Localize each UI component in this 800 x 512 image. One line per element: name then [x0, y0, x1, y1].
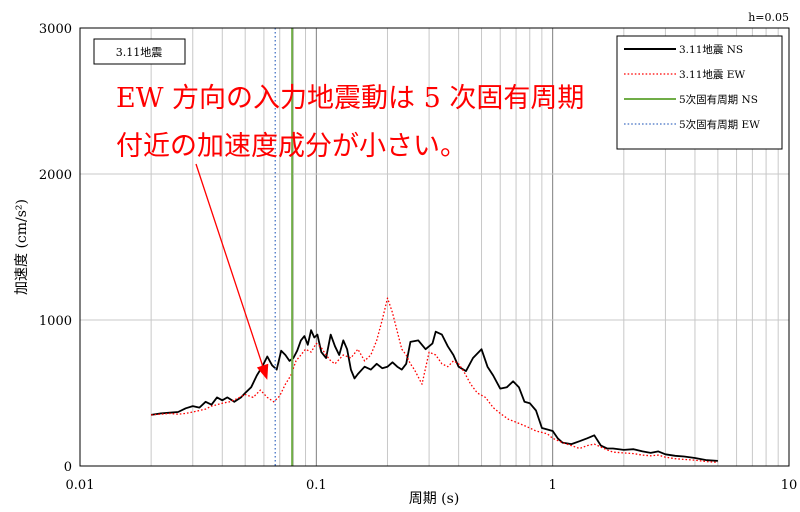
annotation-arrow-head [256, 363, 269, 380]
legend: 3.11地震 NS 3.11地震 EW 5次固有周期 NS 5次固有周期 EW [616, 35, 783, 150]
series-line [151, 297, 718, 464]
x-tick-label: 0.1 [306, 478, 327, 493]
grid [80, 28, 789, 466]
y-tick-label: 3000 [39, 22, 72, 37]
x-tick-label: 0.01 [66, 478, 95, 493]
corner-label: h=0.05 [748, 11, 789, 24]
x-axis-title: 周期 (s) [409, 491, 460, 507]
y-tick-label: 2000 [39, 168, 72, 183]
y-axis-title: 加速度 (cm/s²) [14, 199, 30, 295]
legend-label: 3.11地震 EW [679, 68, 745, 81]
annotation-line-2: 付近の加速度成分が小さい。 [116, 131, 467, 162]
x-tick-label: 10 [781, 478, 798, 493]
event-label: 3.11地震 [116, 46, 163, 59]
annotation: EW 方向の入力地震動は 5 次固有周期 付近の加速度成分が小さい。 [116, 83, 584, 380]
plot-frame [79, 27, 790, 467]
event-label-box: 3.11地震 [93, 38, 186, 65]
tick-labels: 0.01 0.1 1 10 0 1000 2000 3000 [39, 22, 797, 493]
series-line [150, 329, 718, 462]
legend-label: 5次固有周期 NS [679, 93, 758, 106]
legend-label: 5次固有周期 EW [679, 118, 760, 131]
series-layer [150, 28, 718, 466]
y-tick-label: 1000 [39, 314, 72, 329]
y-tick-label: 0 [64, 460, 72, 475]
legend-frame [616, 35, 783, 150]
legend-label: 3.11地震 NS [679, 43, 743, 56]
annotation-line-1: EW 方向の入力地震動は 5 次固有周期 [116, 83, 584, 114]
annotation-arrow [195, 163, 264, 366]
x-tick-label: 1 [549, 478, 557, 493]
